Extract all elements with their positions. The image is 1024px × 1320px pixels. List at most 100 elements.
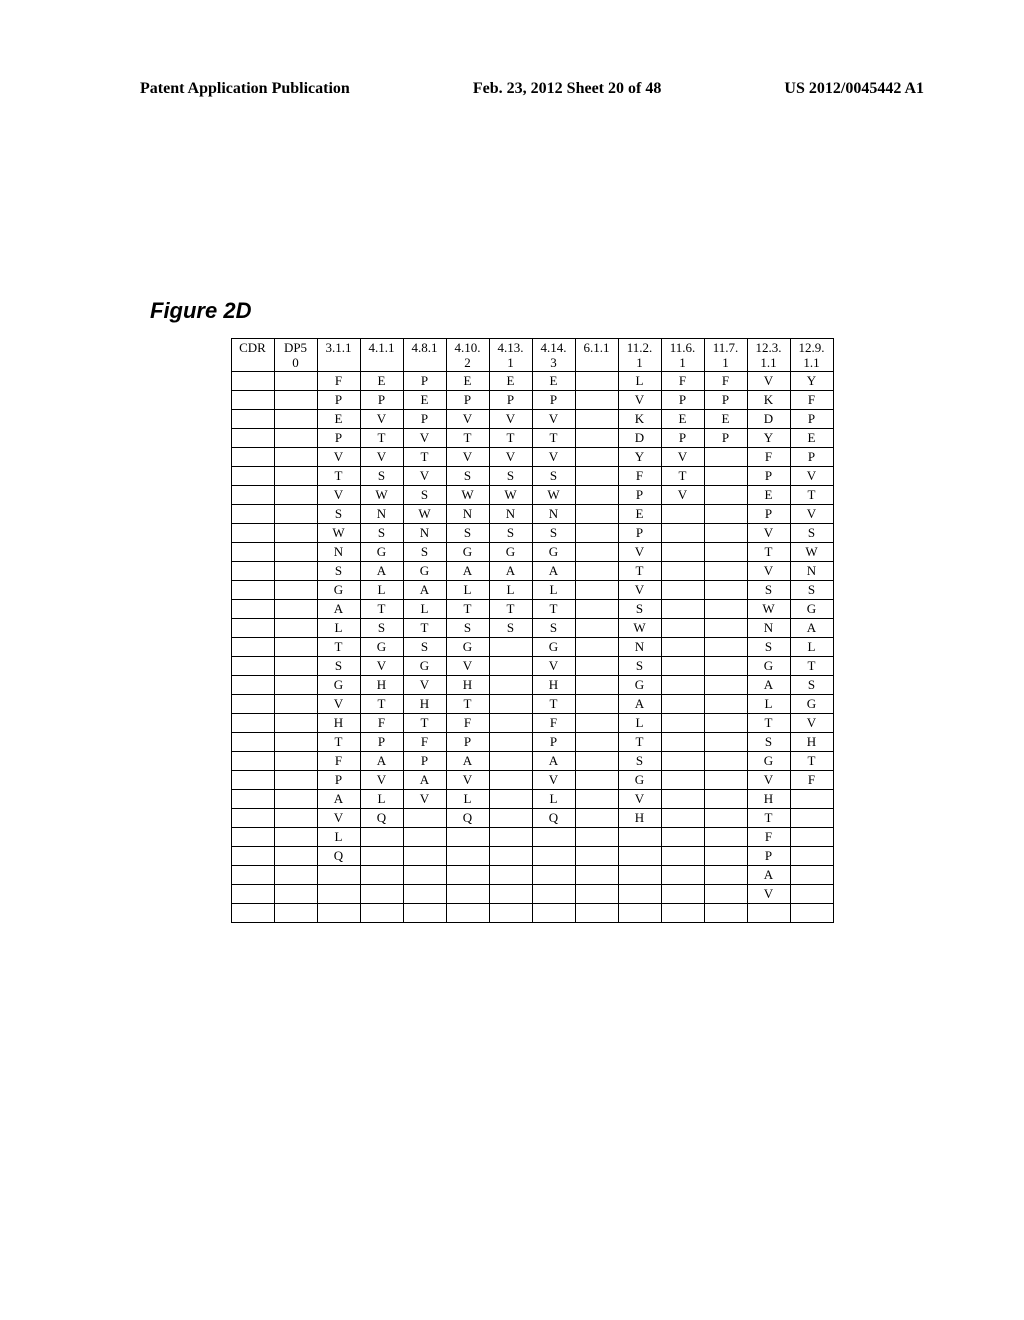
table-cell: F <box>790 771 833 790</box>
table-cell: Q <box>360 809 403 828</box>
table-row: GLALLLVSS <box>231 581 833 600</box>
table-cell: H <box>403 695 446 714</box>
table-cell: V <box>317 809 360 828</box>
table-cell <box>661 714 704 733</box>
table-cell <box>704 524 747 543</box>
column-header-top: 12.3. <box>756 340 782 355</box>
table-cell: P <box>360 391 403 410</box>
table-row: SVGVVSGT <box>231 657 833 676</box>
column-header-top: 3.1.1 <box>326 340 352 355</box>
table-cell <box>575 543 618 562</box>
column-header-top: 11.6. <box>670 340 696 355</box>
table-cell <box>231 885 274 904</box>
table-cell: L <box>360 581 403 600</box>
table-cell: A <box>317 790 360 809</box>
table-cell <box>575 866 618 885</box>
table-cell <box>446 866 489 885</box>
table-cell <box>575 581 618 600</box>
table-cell: H <box>360 676 403 695</box>
table-cell: V <box>446 448 489 467</box>
table-cell <box>489 714 532 733</box>
column-header-bottom: 1 <box>494 355 528 370</box>
table-cell <box>704 600 747 619</box>
column-header-bottom: 1.1 <box>752 355 786 370</box>
table-cell <box>274 505 317 524</box>
table-cell <box>274 372 317 391</box>
table-cell: S <box>747 638 790 657</box>
table-cell <box>661 904 704 923</box>
table-cell <box>489 790 532 809</box>
table-row: SNWNNNEPV <box>231 505 833 524</box>
table-cell <box>489 866 532 885</box>
table-cell: A <box>532 562 575 581</box>
table-cell <box>489 676 532 695</box>
table-cell <box>360 904 403 923</box>
table-cell <box>360 866 403 885</box>
table-cell: S <box>532 467 575 486</box>
table-cell: V <box>446 657 489 676</box>
table-cell: T <box>403 448 446 467</box>
table-cell: T <box>446 600 489 619</box>
table-cell: E <box>317 410 360 429</box>
table-cell: P <box>790 410 833 429</box>
table-cell: V <box>532 771 575 790</box>
column-header: 12.9.1.1 <box>790 339 833 372</box>
table-cell <box>489 809 532 828</box>
table-cell: L <box>747 695 790 714</box>
header-right: US 2012/0045442 A1 <box>784 80 924 98</box>
table-cell: P <box>704 429 747 448</box>
table-cell <box>575 600 618 619</box>
table-cell: K <box>747 391 790 410</box>
table-cell: G <box>317 581 360 600</box>
table-cell <box>231 638 274 657</box>
column-header-bottom: 1.1 <box>795 355 829 370</box>
table-cell <box>446 828 489 847</box>
table-cell: Q <box>317 847 360 866</box>
column-header-bottom: 1 <box>709 355 743 370</box>
table-cell <box>231 657 274 676</box>
table-cell <box>618 885 661 904</box>
table-cell: V <box>360 410 403 429</box>
table-row: NGSGGGVTW <box>231 543 833 562</box>
table-cell: N <box>317 543 360 562</box>
table-cell <box>532 885 575 904</box>
table-cell: G <box>618 676 661 695</box>
table-row: PTVTTTDPPYE <box>231 429 833 448</box>
table-cell <box>489 885 532 904</box>
table-cell: P <box>532 733 575 752</box>
table-cell: S <box>790 676 833 695</box>
table-cell: P <box>661 391 704 410</box>
column-header: 11.2.1 <box>618 339 661 372</box>
table-cell: P <box>661 429 704 448</box>
table-cell <box>274 657 317 676</box>
table-cell <box>661 657 704 676</box>
table-cell <box>231 410 274 429</box>
table-cell: F <box>790 391 833 410</box>
column-header: DP50 <box>274 339 317 372</box>
table-cell <box>231 847 274 866</box>
table-cell: N <box>489 505 532 524</box>
table-cell <box>661 524 704 543</box>
table-row: QP <box>231 847 833 866</box>
column-header: 4.1.1 <box>360 339 403 372</box>
table-cell <box>274 790 317 809</box>
table-cell <box>704 695 747 714</box>
table-cell <box>532 828 575 847</box>
table-cell <box>575 904 618 923</box>
table-cell: D <box>747 410 790 429</box>
table-cell: H <box>532 676 575 695</box>
table-cell <box>575 524 618 543</box>
table-cell <box>274 904 317 923</box>
table-cell <box>704 562 747 581</box>
table-cell: P <box>403 410 446 429</box>
table-cell <box>274 828 317 847</box>
table-cell: P <box>618 486 661 505</box>
table-cell: S <box>360 467 403 486</box>
table-cell <box>661 619 704 638</box>
column-header-bottom: 0 <box>279 355 313 370</box>
table-cell: A <box>446 752 489 771</box>
column-header-top: CDR <box>239 340 266 355</box>
table-cell <box>489 657 532 676</box>
table-cell: G <box>790 600 833 619</box>
table-row <box>231 904 833 923</box>
